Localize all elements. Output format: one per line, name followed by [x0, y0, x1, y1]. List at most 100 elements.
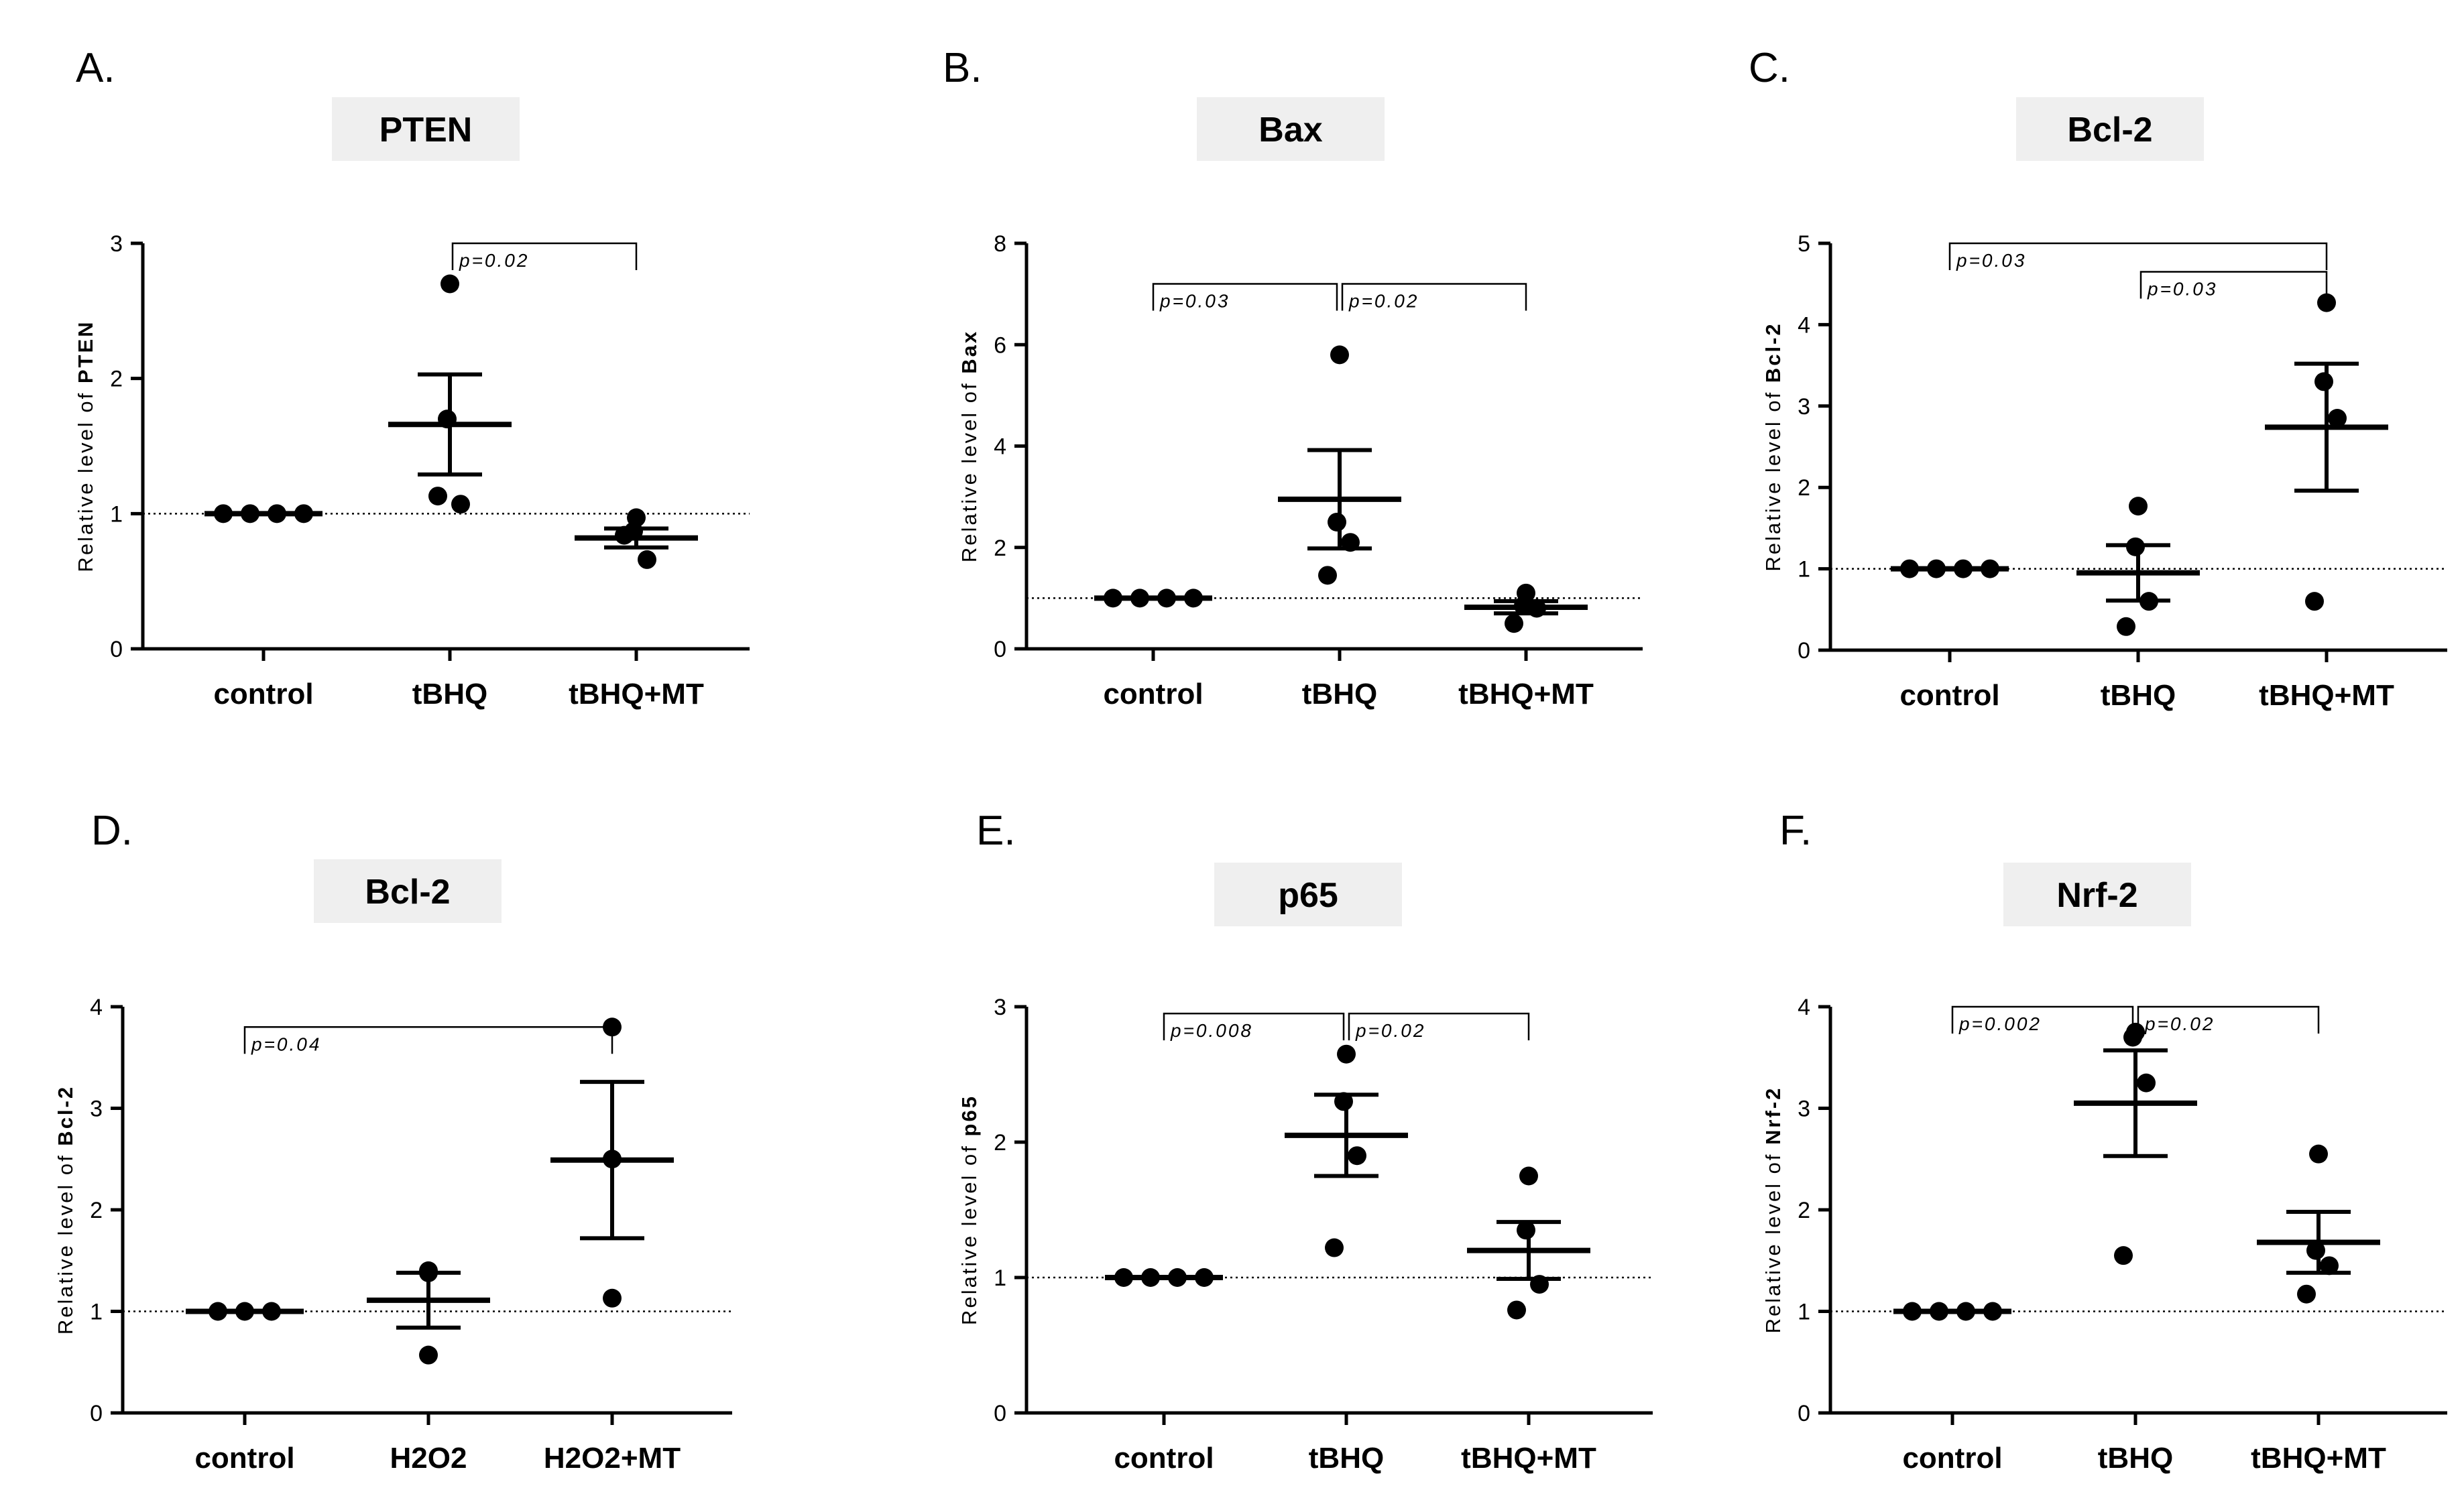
data-point	[1328, 512, 1346, 532]
data-point	[1348, 1146, 1366, 1166]
p-value-label: p=0.03	[1956, 250, 2026, 271]
significance-bracket	[2139, 271, 2328, 299]
y-tick-label: 4	[1798, 995, 1810, 1020]
chart-panel-6: F. Nrf-2 0 1 2 3 4 control tBHQ tBHQ+MT Relative l…	[1761, 808, 2447, 1475]
chart-title-box	[1214, 863, 1402, 926]
y-tick-label: 2	[994, 536, 1006, 561]
p-value-label: p=0.02	[2144, 1013, 2215, 1034]
y-tick-label: 3	[110, 231, 123, 257]
x-tick-label: control	[1103, 678, 1203, 710]
significance-bracket	[451, 242, 638, 270]
x-tick-label: tBHQ	[2098, 1442, 2173, 1475]
data-point	[638, 550, 656, 569]
data-point	[2114, 1246, 2133, 1265]
significance-bracket	[1951, 1005, 2134, 1034]
y-tick-label: 1	[90, 1300, 103, 1325]
data-point	[1507, 1300, 1526, 1320]
data-point	[2137, 1073, 2156, 1093]
y-tick-label: 0	[90, 1401, 103, 1426]
p-value-label: p=0.03	[1159, 291, 1230, 312]
y-tick-label: 0	[994, 1401, 1006, 1426]
data-point	[2320, 1256, 2339, 1276]
data-point	[1318, 566, 1337, 585]
data-point	[603, 1288, 622, 1308]
data-point	[428, 487, 447, 506]
chart-title: Bcl-2	[2067, 111, 2152, 149]
significance-bracket	[243, 1026, 613, 1054]
y-tick-label: 0	[110, 637, 123, 662]
y-tick-label: 3	[1798, 1097, 1810, 1122]
x-tick-label: tBHQ+MT	[1458, 678, 1594, 710]
chart-title: PTEN	[379, 111, 473, 149]
data-point	[2117, 617, 2135, 636]
y-tick-label: 4	[1798, 312, 1810, 338]
y-axis-label-target: Bcl-2	[1761, 322, 1785, 383]
data-point	[2317, 293, 2336, 312]
y-tick-label: 8	[994, 231, 1006, 257]
chart-title: Bax	[1258, 111, 1322, 149]
x-tick-label: tBHQ+MT	[569, 678, 704, 710]
significance-bracket	[1163, 1012, 1345, 1041]
chart-panel-1: A. PTEN 0 1 2 3 control tBHQ tBHQ+MT Relative lev…	[74, 45, 750, 710]
p-value-label: p=0.008	[1170, 1020, 1253, 1041]
chart-title-box	[2003, 863, 2191, 926]
x-tick-label: control	[1114, 1442, 1214, 1475]
chart-title: p65	[1278, 876, 1338, 915]
x-tick-label: tBHQ	[1309, 1442, 1384, 1475]
data-point	[2305, 592, 2324, 611]
p-value-label: p=0.02	[1355, 1020, 1425, 1041]
y-axis-label: Relative level of p65	[957, 1095, 981, 1325]
data-point	[2129, 497, 2148, 516]
y-tick-label: 1	[1798, 1300, 1810, 1325]
x-tick-label: control	[1899, 679, 1999, 712]
chart-title: Nrf-2	[2056, 876, 2137, 915]
y-axis-label-prefix: Relative level of	[957, 374, 981, 562]
p-value-label: p=0.03	[2147, 278, 2217, 299]
y-tick-label: 2	[1798, 475, 1810, 501]
panel-letter: C.	[1749, 45, 1790, 91]
y-axis-label-target: p65	[957, 1095, 981, 1136]
y-tick-label: 2	[110, 367, 123, 392]
x-tick-label: control	[1902, 1442, 2002, 1475]
chart-title-box	[2016, 97, 2204, 161]
y-axis-label-target: Bcl-2	[54, 1085, 77, 1146]
data-point	[2328, 409, 2347, 428]
y-axis-label-prefix: Relative level of	[74, 383, 97, 572]
y-tick-label: 2	[1798, 1198, 1810, 1223]
y-axis-label-prefix: Relative level of	[957, 1136, 981, 1324]
y-tick-label: 1	[1798, 557, 1810, 582]
chart-panel-2: B. Bax 0 2 4 6 8 control tBHQ tBHQ+MT Relative lev…	[943, 45, 1643, 710]
y-axis-label: Relative level of PTEN	[74, 320, 97, 572]
chart-title: Bcl-2	[365, 873, 450, 912]
data-point	[1325, 1238, 1344, 1257]
x-tick-label: tBHQ+MT	[2251, 1442, 2386, 1475]
panel-letter: E.	[976, 808, 1016, 854]
y-tick-label: 2	[90, 1198, 103, 1223]
significance-bracket	[1152, 283, 1338, 311]
x-tick-label: control	[194, 1442, 294, 1475]
y-axis-label-target: PTEN	[74, 320, 97, 383]
y-axis-label: Relative level of Bcl-2	[54, 1085, 77, 1334]
y-tick-label: 1	[110, 501, 123, 527]
y-tick-label: 0	[1798, 638, 1810, 664]
y-axis-label-target: Nrf-2	[1761, 1087, 1785, 1145]
y-tick-label: 4	[90, 995, 103, 1020]
chart-title-box	[314, 859, 502, 923]
x-tick-label: H2O2+MT	[544, 1442, 681, 1475]
data-point	[441, 274, 459, 294]
chart-title-box	[1197, 97, 1385, 161]
significance-bracket	[1341, 283, 1527, 311]
p-value-label: p=0.02	[1348, 291, 1419, 312]
y-tick-label: 2	[994, 1130, 1006, 1156]
y-tick-label: 5	[1798, 231, 1810, 257]
y-tick-label: 3	[90, 1097, 103, 1122]
panel-letter: D.	[91, 808, 133, 854]
panel-letter: B.	[943, 45, 982, 91]
x-tick-label: H2O2	[390, 1442, 467, 1475]
y-axis-label-target: Bax	[957, 330, 981, 374]
y-axis-label-prefix: Relative level of	[1761, 1145, 1785, 1333]
y-tick-label: 1	[994, 1265, 1006, 1291]
chart-title-box	[332, 97, 520, 161]
significance-bracket	[1348, 1012, 1530, 1041]
